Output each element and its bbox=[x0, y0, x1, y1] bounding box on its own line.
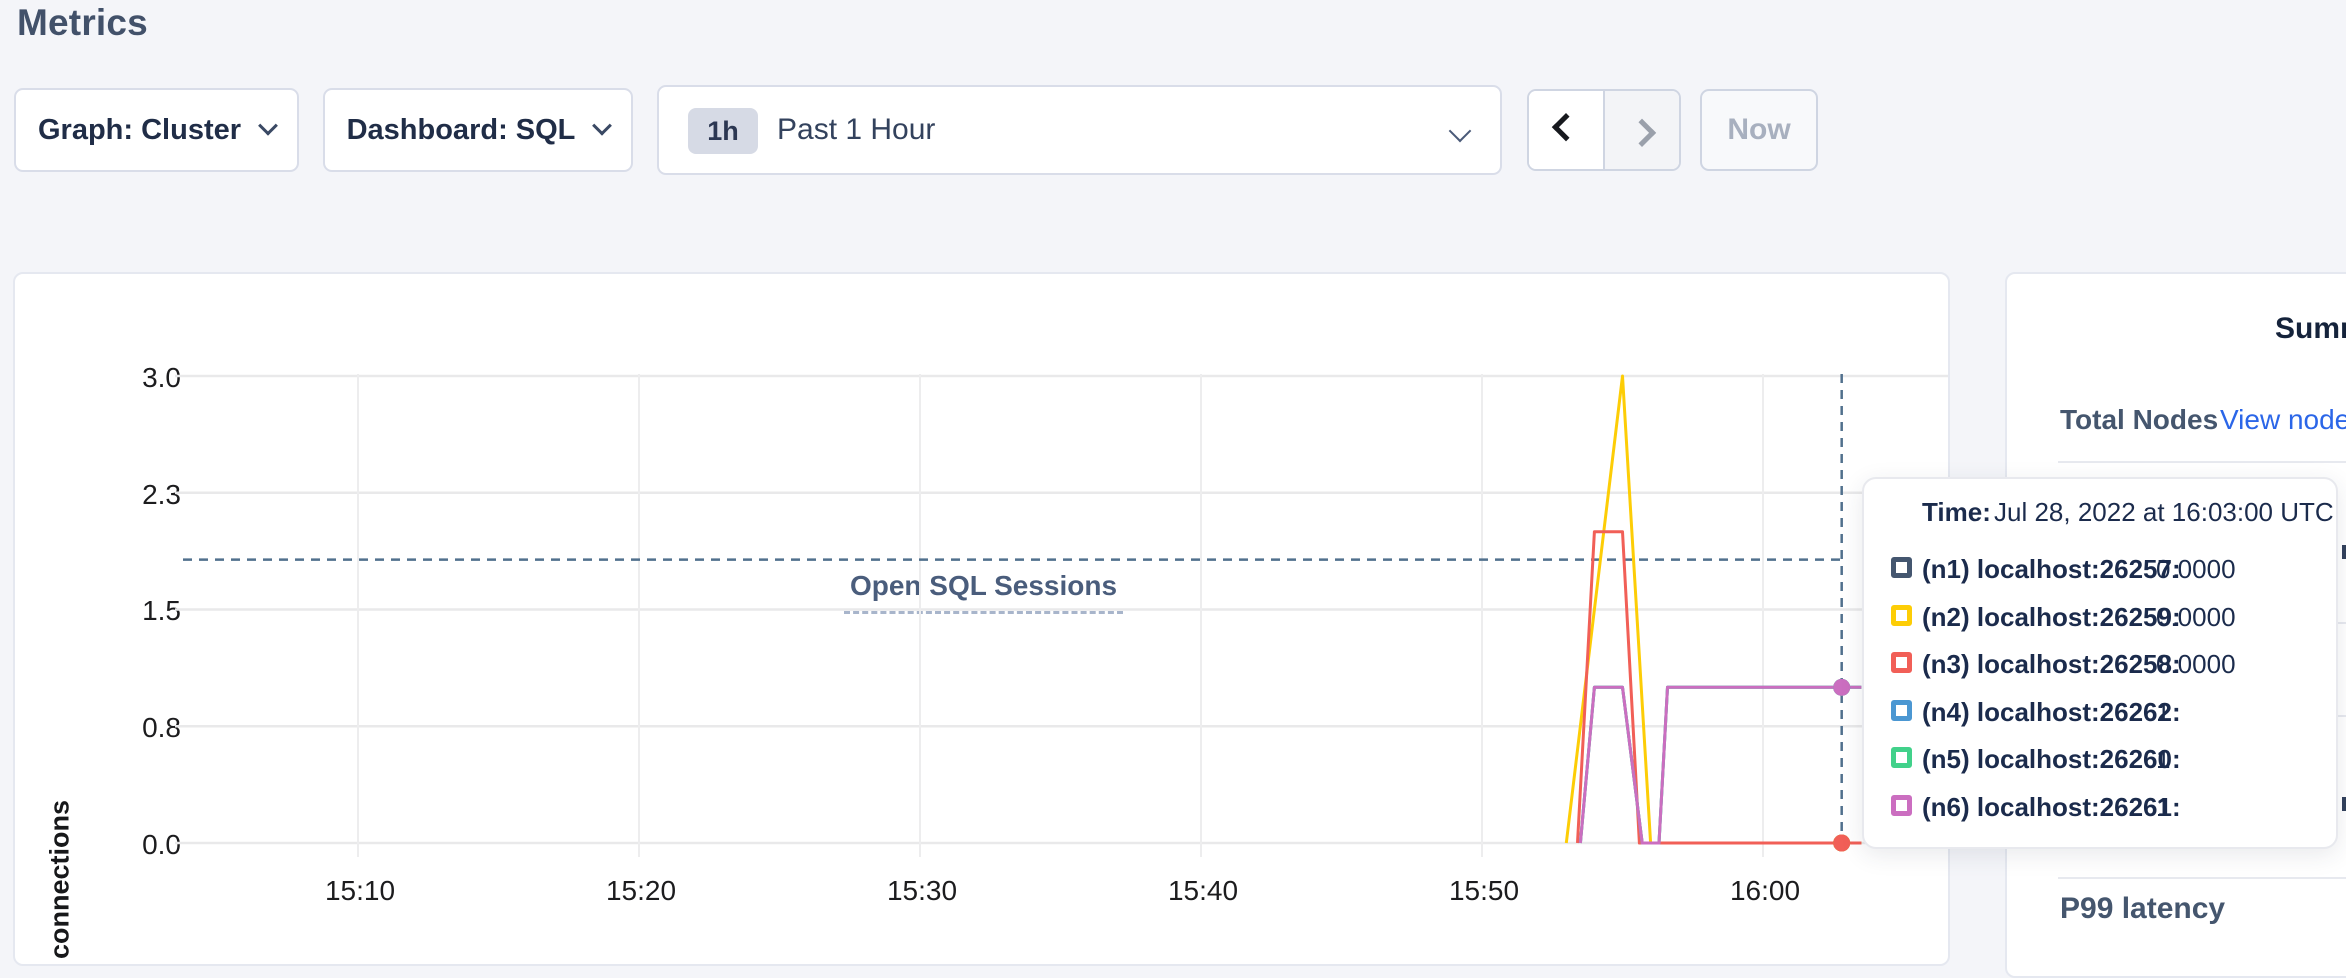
now-button[interactable]: Now bbox=[1700, 89, 1818, 171]
y-axis-tick: 2.3 bbox=[142, 478, 181, 510]
series-line bbox=[1578, 685, 1862, 845]
tooltip-series-label: (n1) localhost:26257: bbox=[1922, 554, 2181, 584]
tooltip-series-value: 0.0000 bbox=[2156, 649, 2236, 679]
tooltip-series-row: (n1) localhost:26257: 0.0000 bbox=[1864, 554, 2336, 586]
tooltip-series-row: (n4) localhost:26262: 1 bbox=[1864, 697, 2336, 729]
series-swatch-icon bbox=[1891, 604, 1912, 626]
p99-latency-label: P99 latency bbox=[2060, 892, 2226, 925]
chevron-down-icon bbox=[258, 115, 278, 136]
series-swatch-icon bbox=[1891, 652, 1912, 673]
tooltip-series-label: (n4) localhost:26262: bbox=[1922, 696, 2181, 727]
divider bbox=[2058, 461, 2346, 463]
prev-time-button[interactable] bbox=[1529, 91, 1605, 169]
tooltip-series-label: (n3) localhost:26258: bbox=[1922, 649, 2181, 679]
tooltip-series-row: (n2) localhost:26259: 0.0000 bbox=[1864, 602, 2336, 634]
tooltip-series-value: 1 bbox=[2156, 744, 2171, 774]
y-axis-label: connections bbox=[44, 799, 75, 960]
sessions-line-chart[interactable] bbox=[175, 370, 1950, 880]
tooltip-series-label: (n6) localhost:26261: bbox=[1922, 791, 2181, 822]
tooltip-time-label: Time: bbox=[1922, 497, 1991, 527]
series-line bbox=[1576, 530, 1862, 845]
y-axis-tick: 1.5 bbox=[142, 595, 181, 627]
y-axis-tick: 0.0 bbox=[142, 829, 181, 860]
chart-title[interactable]: Open SQL Sessions bbox=[843, 570, 1124, 614]
total-nodes-label: Total Nodes bbox=[2060, 404, 2219, 435]
tooltip-series-row: (n3) localhost:26258: 0.0000 bbox=[1864, 649, 2336, 681]
clipped-text-fragment bbox=[2342, 797, 2346, 811]
tooltip-series-row: (n6) localhost:26261: 1 bbox=[1864, 792, 2336, 824]
divider bbox=[2058, 877, 2346, 879]
summary-title: Summary bbox=[2275, 312, 2346, 345]
tooltip-series-row: (n5) localhost:26260: 1 bbox=[1864, 744, 2336, 776]
chevron-down-icon bbox=[592, 115, 613, 136]
next-time-button[interactable] bbox=[1605, 91, 1679, 169]
y-axis-tick: 0.8 bbox=[142, 712, 181, 744]
series-swatch-icon bbox=[1891, 699, 1912, 721]
x-axis-tick: 15:30 bbox=[886, 875, 958, 906]
clipped-text-fragment bbox=[2342, 545, 2346, 559]
chevron-down-icon bbox=[1448, 119, 1472, 143]
hover-point-dot bbox=[1833, 678, 1851, 696]
divider bbox=[2338, 622, 2346, 624]
y-axis-tick: 3.0 bbox=[142, 361, 181, 393]
time-range-label: Past 1 Hour bbox=[777, 113, 936, 146]
series-swatch-icon bbox=[1891, 557, 1912, 578]
tooltip-series-value: 0.0000 bbox=[2156, 554, 2236, 584]
divider bbox=[2338, 715, 2346, 717]
graph-scope-dropdown[interactable]: Graph: Cluster bbox=[14, 88, 299, 172]
x-axis-tick: 15:50 bbox=[1448, 875, 1520, 906]
now-button-label: Now bbox=[1727, 113, 1791, 146]
chart-tooltip: Time: Jul 28, 2022 at 16:03:00 UTC (n1) … bbox=[1862, 477, 2338, 849]
tooltip-series-value: 1 bbox=[2156, 696, 2171, 727]
series-swatch-icon bbox=[1891, 794, 1912, 816]
tooltip-time-row: Time: Jul 28, 2022 at 16:03:00 UTC bbox=[1864, 497, 2336, 527]
dashboard-label: Dashboard: SQL bbox=[346, 113, 576, 146]
time-range-badge: 1h bbox=[688, 108, 758, 154]
tooltip-series-label: (n5) localhost:26260: bbox=[1922, 744, 2181, 774]
graph-scope-label: Graph: Cluster bbox=[37, 113, 242, 146]
tooltip-series-value: 1 bbox=[2156, 791, 2171, 822]
series-line bbox=[1578, 685, 1862, 845]
x-axis-tick: 15:20 bbox=[605, 875, 677, 906]
tooltip-time-value: Jul 28, 2022 at 16:03:00 UTC bbox=[1994, 497, 2334, 527]
hover-point-dot bbox=[1833, 834, 1851, 852]
time-pager bbox=[1527, 89, 1681, 171]
tooltip-series-value: 0.0000 bbox=[2156, 601, 2236, 632]
series-swatch-icon bbox=[1891, 747, 1912, 768]
series-line bbox=[1578, 685, 1862, 845]
x-axis-tick: 15:40 bbox=[1167, 875, 1239, 906]
view-nodes-link[interactable]: View nodes bbox=[2220, 404, 2346, 435]
x-axis-tick: 15:10 bbox=[324, 875, 396, 906]
dashboard-dropdown[interactable]: Dashboard: SQL bbox=[323, 88, 633, 172]
page-title: Metrics bbox=[17, 2, 148, 43]
x-axis-tick: 16:00 bbox=[1729, 875, 1801, 906]
chevron-left-icon bbox=[1551, 113, 1581, 142]
chevron-right-icon bbox=[1627, 118, 1657, 147]
tooltip-series-label: (n2) localhost:26259: bbox=[1922, 601, 2181, 632]
time-range-selector[interactable]: 1h Past 1 Hour bbox=[657, 85, 1502, 175]
